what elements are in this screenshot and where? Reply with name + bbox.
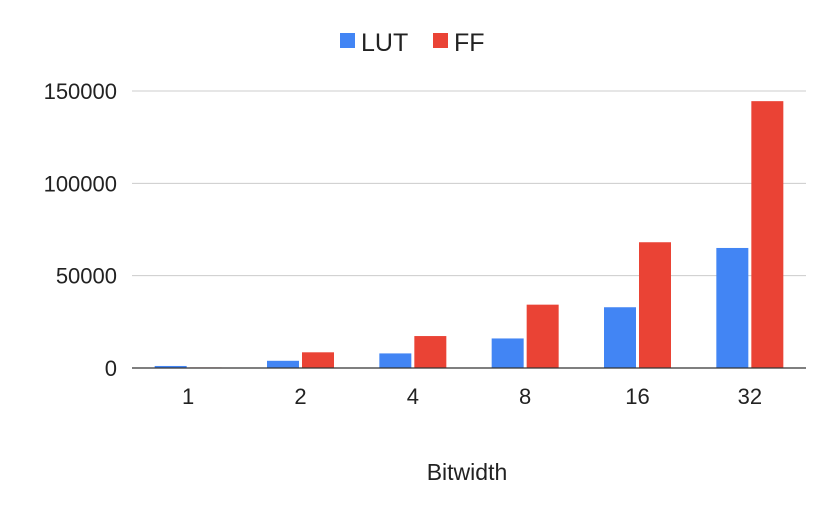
x-tick-label-16: 16 [625,384,649,409]
x-tick-label-4: 4 [407,384,419,409]
legend-swatch-lut [340,33,355,48]
bars [154,101,784,368]
legend: LUT FF [340,29,485,57]
legend-swatch-ff [433,33,448,48]
bar-lut-32 [716,247,749,368]
x-axis-ticks: 1 2 4 8 16 32 [182,384,762,409]
y-tick-label-100000: 100000 [44,171,117,196]
bar-ff-4 [414,336,447,368]
x-tick-label-32: 32 [738,384,762,409]
bar-ff-16 [639,242,671,368]
bar-lut-8 [491,338,524,368]
bar-lut-16 [604,307,636,368]
gridlines [132,90,806,277]
y-tick-label-150000: 150000 [44,79,117,104]
legend-label-ff: FF [454,29,485,57]
bar-lut-4 [379,353,412,368]
legend-label-lut: LUT [361,29,408,57]
bar-lut-1 [154,365,187,368]
bar-ff-32 [751,101,784,368]
y-tick-label-0: 0 [105,356,117,381]
bar-lut-2 [267,360,299,368]
x-tick-label-2: 2 [294,384,306,409]
y-tick-label-50000: 50000 [56,264,117,289]
y-axis-ticks: 0 50000 100000 150000 [44,79,117,381]
x-tick-label-1: 1 [182,384,194,409]
x-tick-label-8: 8 [519,384,531,409]
bar-ff-2 [302,352,334,368]
bar-ff-8 [526,304,559,368]
x-axis-title: Bitwidth [427,459,508,485]
